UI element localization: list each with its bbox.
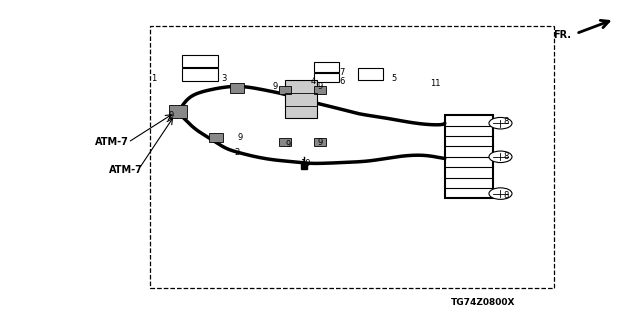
Bar xyxy=(182,55,218,67)
Text: 3: 3 xyxy=(221,74,227,83)
Bar xyxy=(445,115,493,198)
Bar xyxy=(182,68,218,81)
Text: 8: 8 xyxy=(503,191,508,200)
Text: 10: 10 xyxy=(300,159,310,168)
Text: 11: 11 xyxy=(430,79,440,88)
Text: FR.: FR. xyxy=(554,30,572,40)
Bar xyxy=(150,26,554,288)
Text: 9: 9 xyxy=(285,140,291,148)
Circle shape xyxy=(489,117,512,129)
Text: 5: 5 xyxy=(391,74,396,83)
Bar xyxy=(314,62,339,72)
Text: 1: 1 xyxy=(151,74,156,83)
Text: 2: 2 xyxy=(234,148,239,156)
Text: 9: 9 xyxy=(317,82,323,91)
Bar xyxy=(314,86,326,93)
Text: 6: 6 xyxy=(340,77,345,86)
Circle shape xyxy=(489,188,512,199)
Text: 9: 9 xyxy=(237,133,243,142)
Bar xyxy=(314,138,326,147)
Text: TG74Z0800X: TG74Z0800X xyxy=(451,298,515,307)
Text: 8: 8 xyxy=(503,152,508,161)
Bar xyxy=(209,133,223,142)
Text: 8: 8 xyxy=(503,117,508,126)
Text: 9: 9 xyxy=(169,111,174,120)
Circle shape xyxy=(489,151,512,163)
Bar xyxy=(169,105,187,118)
Text: 9: 9 xyxy=(317,138,323,147)
Text: 4: 4 xyxy=(311,77,316,86)
Bar xyxy=(285,80,317,118)
Text: 9: 9 xyxy=(273,82,278,91)
Text: 7: 7 xyxy=(340,68,345,76)
Text: ATM-7: ATM-7 xyxy=(95,137,129,148)
Bar xyxy=(314,73,339,82)
Bar xyxy=(279,138,291,147)
Text: ATM-7: ATM-7 xyxy=(109,164,143,175)
Bar xyxy=(230,83,244,93)
Bar xyxy=(358,68,383,80)
Bar xyxy=(279,86,291,93)
